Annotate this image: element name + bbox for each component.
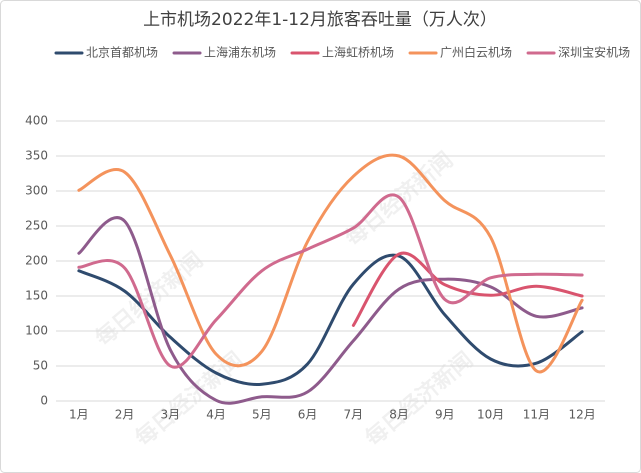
x-tick-label: 8月 [389,408,409,422]
series-line [77,153,584,374]
x-tick-label: 6月 [298,408,318,422]
x-tick-label: 1月 [69,408,89,422]
chart-title: 上市机场2022年1-12月旅客吞吐量（万人次） [143,10,497,30]
y-tick-label: 400 [25,114,48,128]
y-tick-label: 100 [25,324,48,338]
series-line [77,216,584,405]
y-tick-label: 0 [40,394,48,408]
legend-label: 北京首都机场 [86,46,158,60]
x-tick-label: 11月 [523,408,550,422]
y-tick-label: 50 [33,359,48,373]
x-tick-label: 3月 [161,408,181,422]
x-tick-label: 12月 [568,408,595,422]
x-tick-label: 9月 [435,408,455,422]
x-tick-label: 10月 [477,408,504,422]
legend-label: 上海浦东机场 [204,45,276,60]
series-line [77,253,584,386]
series-line [77,193,584,369]
y-tick-label: 150 [25,289,48,303]
x-tick-label: 4月 [206,408,226,422]
x-tick-label: 2月 [115,408,135,422]
y-tick-label: 300 [25,184,48,198]
legend-label: 上海虹桥机场 [322,45,394,60]
y-tick-label: 250 [25,219,48,233]
legend-label: 深圳宝安机场 [558,45,630,60]
x-tick-label: 7月 [344,408,364,422]
x-tick-label: 5月 [252,408,272,422]
legend-label: 广州白云机场 [440,45,512,60]
y-tick-label: 350 [25,149,48,163]
y-tick-label: 200 [25,254,48,268]
series-line [351,251,584,327]
